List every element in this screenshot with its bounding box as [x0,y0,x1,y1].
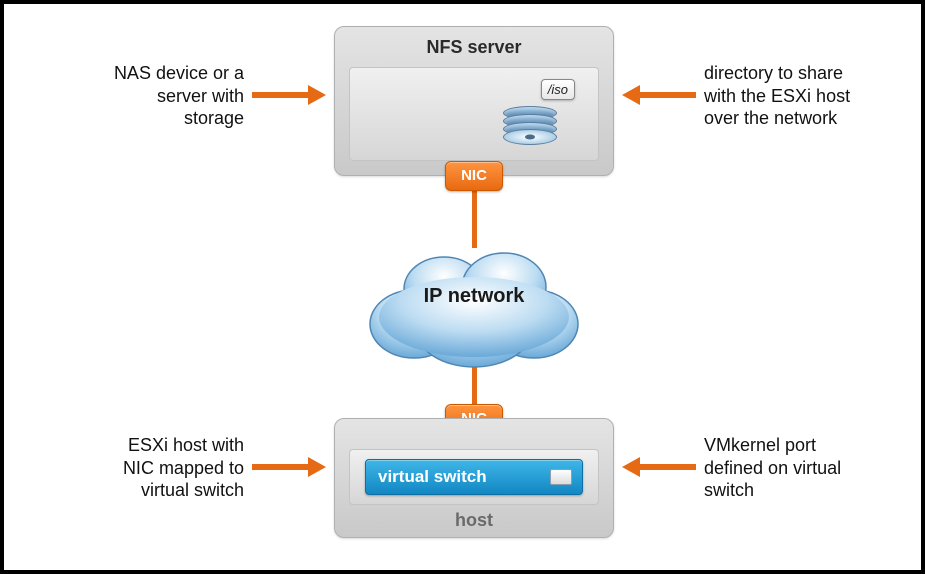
iso-disk-icon: /iso [503,85,563,145]
virtual-switch: virtual switch [365,459,583,495]
annotation-top-right: directory to sharewith the ESXi hostover… [704,62,904,130]
arrow-top-left [252,88,324,102]
virtual-switch-label: virtual switch [378,467,487,487]
arrow-top-right [624,88,696,102]
ip-network-cloud: IP network [349,239,599,379]
ip-network-label: IP network [349,285,599,308]
arrow-bottom-left [252,460,324,474]
host-box: virtual switch host [334,418,614,538]
annotation-bottom-right: VMkernel portdefined on virtualswitch [704,434,904,502]
vmkernel-port-icon [550,469,572,485]
cloud-icon [349,239,599,379]
annotation-bottom-left: ESXi host withNIC mapped tovirtual switc… [64,434,244,502]
host-footer-label: host [335,510,613,531]
nfs-server-box: NFS server /iso [334,26,614,176]
diagram-canvas: NFS server /iso NIC [4,4,921,570]
annotation-top-left: NAS device or aserver withstorage [54,62,244,130]
arrow-bottom-right [624,460,696,474]
nic-badge-top: NIC [445,161,503,191]
iso-label: /iso [541,79,575,100]
nfs-server-title: NFS server [335,27,613,58]
